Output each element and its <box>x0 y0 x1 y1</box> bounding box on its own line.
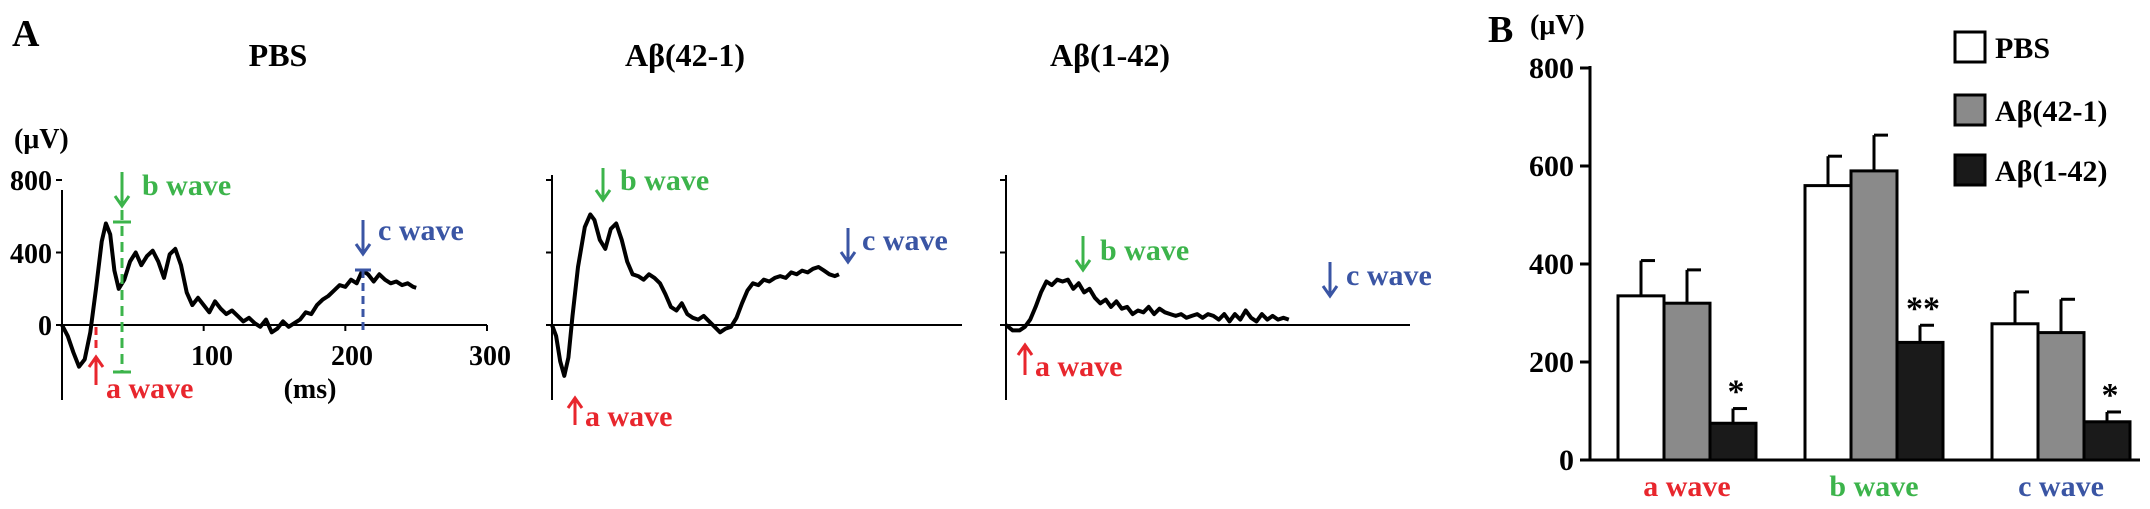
bar <box>1990 322 2040 462</box>
significance-label: * <box>2102 377 2119 414</box>
trace-1-y-tick-label: 0 <box>38 311 52 342</box>
bar <box>1708 421 1758 462</box>
y-tick-label: 0 <box>1559 444 1574 477</box>
y-tick-label: 600 <box>1529 150 1574 183</box>
trace-3-c-wave-label: c wave <box>1346 259 1432 292</box>
legend-swatch-pbs <box>1953 30 1987 64</box>
a-wave-up-arrow-icon <box>566 395 584 409</box>
category-label: a wave <box>1643 470 1730 503</box>
panel-a-letter: A <box>12 13 40 55</box>
a-wave-up-arrow-icon <box>1016 342 1034 356</box>
trace-1-title: PBS <box>249 37 308 73</box>
trace-1-x-axis-label: (ms) <box>284 374 337 405</box>
bar <box>1849 169 1899 462</box>
trace-1-a-wave-label: a wave <box>106 372 193 405</box>
trace-1-y-tick-label: 400 <box>10 239 52 270</box>
category-label: b wave <box>1829 470 1918 503</box>
trace-1-x-tick-label: 100 <box>191 341 233 372</box>
trace-2-a-wave-label: a wave <box>585 400 672 433</box>
legend-swatch-abeta-42-1 <box>1953 93 1987 127</box>
y-tick-label: 800 <box>1529 52 1574 85</box>
trace-1-waveform <box>60 221 417 369</box>
legend: PBS Aβ(42-1) Aβ(1-42) <box>1953 30 2107 188</box>
b-wave-down-arrow-icon <box>113 195 131 209</box>
y-tick-label: 400 <box>1529 248 1574 281</box>
c-wave-down-arrow-icon <box>1321 285 1339 299</box>
legend-label-abeta-42-1: Aβ(42-1) <box>1995 95 2107 128</box>
panel-b-y-unit: (μV) <box>1530 10 1585 41</box>
c-wave-down-arrow-icon <box>354 243 372 257</box>
legend-label-abeta-1-42: Aβ(1-42) <box>1995 155 2107 188</box>
a-wave-up-arrow-icon <box>87 354 105 368</box>
bar-chart: 0 200 400 600 800 * a wave ** b wave * c wave <box>1529 52 2140 503</box>
bar <box>2036 331 2086 462</box>
bar <box>1803 184 1853 462</box>
bar <box>2082 420 2132 462</box>
legend-swatch-abeta-1-42 <box>1953 153 1987 187</box>
trace-2-b-wave-label: b wave <box>620 164 709 197</box>
trace-1-x-tick-label: 300 <box>469 341 511 372</box>
bar <box>1616 294 1666 462</box>
trace-1-y-tick-label: 800 <box>10 166 52 197</box>
trace-1-b-wave-label: b wave <box>142 169 231 202</box>
trace-2-waveform <box>550 212 840 378</box>
category-label: c wave <box>2018 470 2104 503</box>
trace-1-c-wave-label: c wave <box>378 214 464 247</box>
c-wave-down-arrow-icon <box>839 251 857 265</box>
panel-a-unit: (μV) <box>14 124 69 155</box>
trace-2-title: Aβ(42-1) <box>625 37 745 73</box>
trace-2-c-wave-label: c wave <box>862 224 948 257</box>
legend-label-pbs: PBS <box>1995 32 2050 65</box>
y-tick-label: 200 <box>1529 346 1574 379</box>
bar <box>1895 340 1945 462</box>
trace-3-b-wave-label: b wave <box>1100 234 1189 267</box>
trace-3-waveform <box>1004 277 1290 333</box>
bar <box>1662 301 1712 462</box>
trace-3-a-wave-label: a wave <box>1035 350 1122 383</box>
panel-b-letter: B <box>1488 9 1513 51</box>
trace-3-title: Aβ(1-42) <box>1050 37 1170 73</box>
trace-1-x-tick-label: 200 <box>331 341 373 372</box>
significance-label: * <box>1728 374 1745 411</box>
significance-label: ** <box>1906 290 1940 327</box>
b-wave-down-arrow-icon <box>594 189 612 203</box>
b-wave-down-arrow-icon <box>1074 259 1092 273</box>
